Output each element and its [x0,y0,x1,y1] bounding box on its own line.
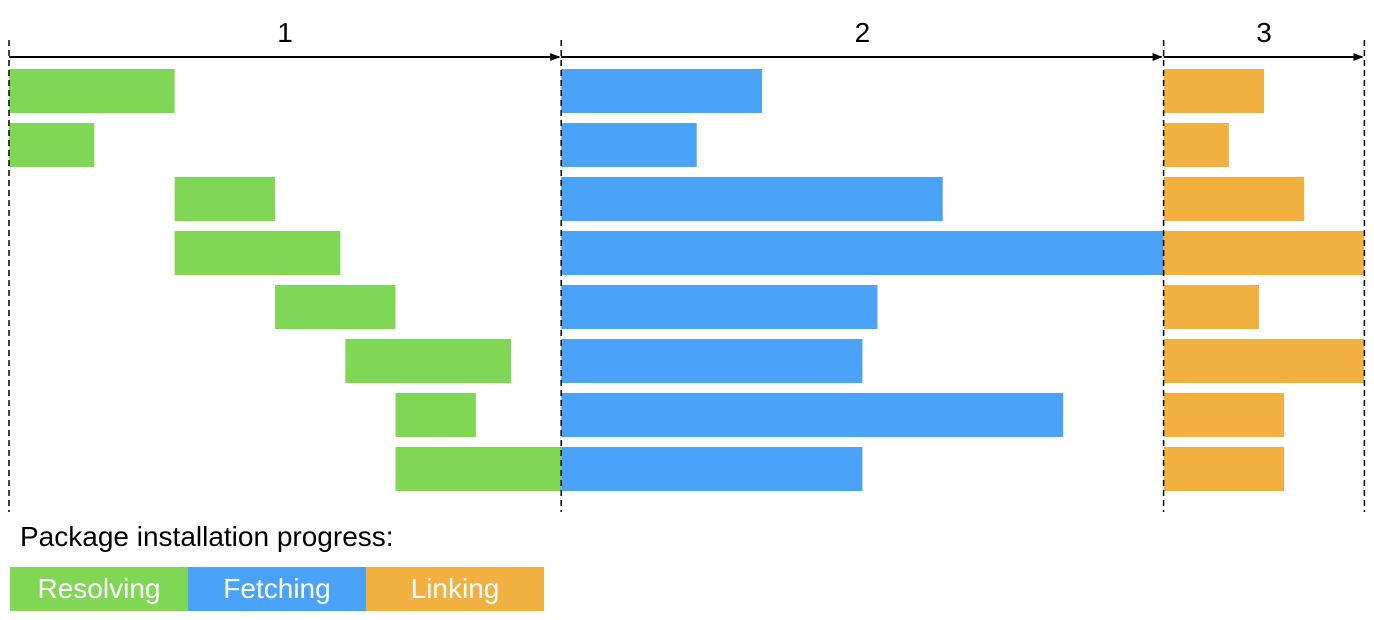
bar-linking-row-8 [1163,447,1285,491]
package-bars [9,69,1365,491]
bar-linking-row-2 [1163,123,1229,167]
legend-fetching: Fetching [188,567,366,611]
timeline-diagram: 1 2 3 [8,17,1366,512]
bar-linking-row-5 [1163,285,1259,329]
legend-title: Package installation progress: [20,521,394,552]
bar-fetching-row-4 [561,231,1164,275]
bar-resolving-row-7 [395,393,476,437]
phase-label-3: 3 [1256,17,1272,48]
bar-resolving-row-8 [395,447,562,491]
legend: Resolving Fetching Linking [10,567,544,611]
bar-fetching-row-7 [561,393,1064,437]
bar-fetching-row-6 [561,339,863,383]
bar-resolving-row-3 [174,177,276,221]
bar-linking-row-3 [1163,177,1305,221]
phase-arrows: 1 2 3 [9,17,1364,61]
phase-label-2: 2 [855,17,871,48]
bar-linking-row-1 [1163,69,1264,113]
legend-resolving: Resolving [10,567,188,611]
bar-fetching-row-3 [561,177,943,221]
bar-fetching-row-1 [561,69,762,113]
bar-resolving-row-5 [275,285,396,329]
bar-linking-row-7 [1163,393,1285,437]
legend-linking: Linking [366,567,544,611]
bar-linking-row-4 [1163,231,1365,275]
phase-separators [8,40,1366,512]
bar-fetching-row-2 [561,123,697,167]
phase-label-1: 1 [277,17,293,48]
bar-resolving-row-4 [174,231,341,275]
bar-resolving-row-6 [345,339,511,383]
bar-linking-row-6 [1163,339,1365,383]
bar-fetching-row-8 [561,447,863,491]
bar-resolving-row-1 [9,69,175,113]
bar-resolving-row-2 [9,123,95,167]
bar-fetching-row-5 [561,285,878,329]
